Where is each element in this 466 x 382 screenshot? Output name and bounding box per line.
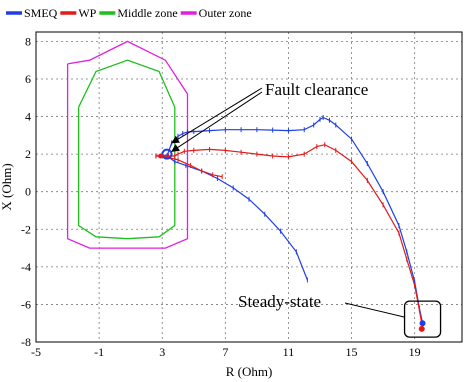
grid (36, 32, 462, 342)
y-tick-label-0: -8 (21, 335, 31, 349)
annotation-arrow-2 (171, 91, 263, 152)
legend: SMEQ WP Middle zone Outer zone (6, 6, 252, 20)
steady-state-point-wp (418, 325, 425, 332)
x-tick-label-6: 19 (409, 345, 421, 359)
x-tick-label-5: 15 (346, 345, 358, 359)
x-tick-label-0: -5 (31, 345, 41, 359)
y-tick-label-3: -2 (21, 222, 31, 236)
tick-labels: -5 -1 3 7 11 15 19 -8 -6 -4 -2 0 2 4 6 8 (21, 34, 421, 359)
legend-label-2: WP (78, 6, 96, 20)
steady-state-leader (344, 302, 405, 318)
legend-label-3: Middle zone (117, 6, 177, 20)
y-tick-label-1: -6 (21, 297, 31, 311)
annotation-arrow-1 (171, 87, 263, 144)
y-tick-label-6: 4 (25, 110, 31, 124)
x-axis-label: R (Ohm) (226, 364, 273, 379)
zone-outer (66, 40, 189, 249)
annotation-fault-clearance: Fault clearance (265, 80, 368, 99)
legend-label-1: SMEQ (24, 6, 58, 20)
zone-curves (66, 40, 189, 249)
annotations: Fault clearance Steady-state (171, 80, 442, 338)
y-tick-label-8: 8 (25, 34, 31, 48)
plot-border (35, 31, 463, 343)
series-line-smeq-0 (166, 116, 424, 324)
fault-point-marker (161, 148, 173, 160)
x-tick-label-4: 11 (283, 345, 295, 359)
y-axis-label: X (Ohm) (0, 163, 14, 210)
steady-state-box (403, 300, 442, 338)
x-tick-label-3: 7 (222, 345, 228, 359)
x-tick-label-1: -1 (94, 345, 104, 359)
annotation-steady-state: Steady-state (238, 292, 321, 311)
y-tick-label-4: 0 (25, 185, 31, 199)
plot-frame (35, 31, 463, 343)
y-tick-label-5: 2 (25, 147, 31, 161)
y-tick-label-7: 6 (25, 72, 31, 86)
x-tick-label-2: 3 (159, 345, 165, 359)
zone-middle (77, 59, 176, 240)
y-tick-label-2: -4 (21, 260, 31, 274)
steady-state-point-smeq (419, 320, 426, 327)
fault-point-marker-wp (158, 153, 164, 159)
series-lines (155, 114, 426, 332)
legend-label-4: Outer zone (199, 6, 252, 20)
